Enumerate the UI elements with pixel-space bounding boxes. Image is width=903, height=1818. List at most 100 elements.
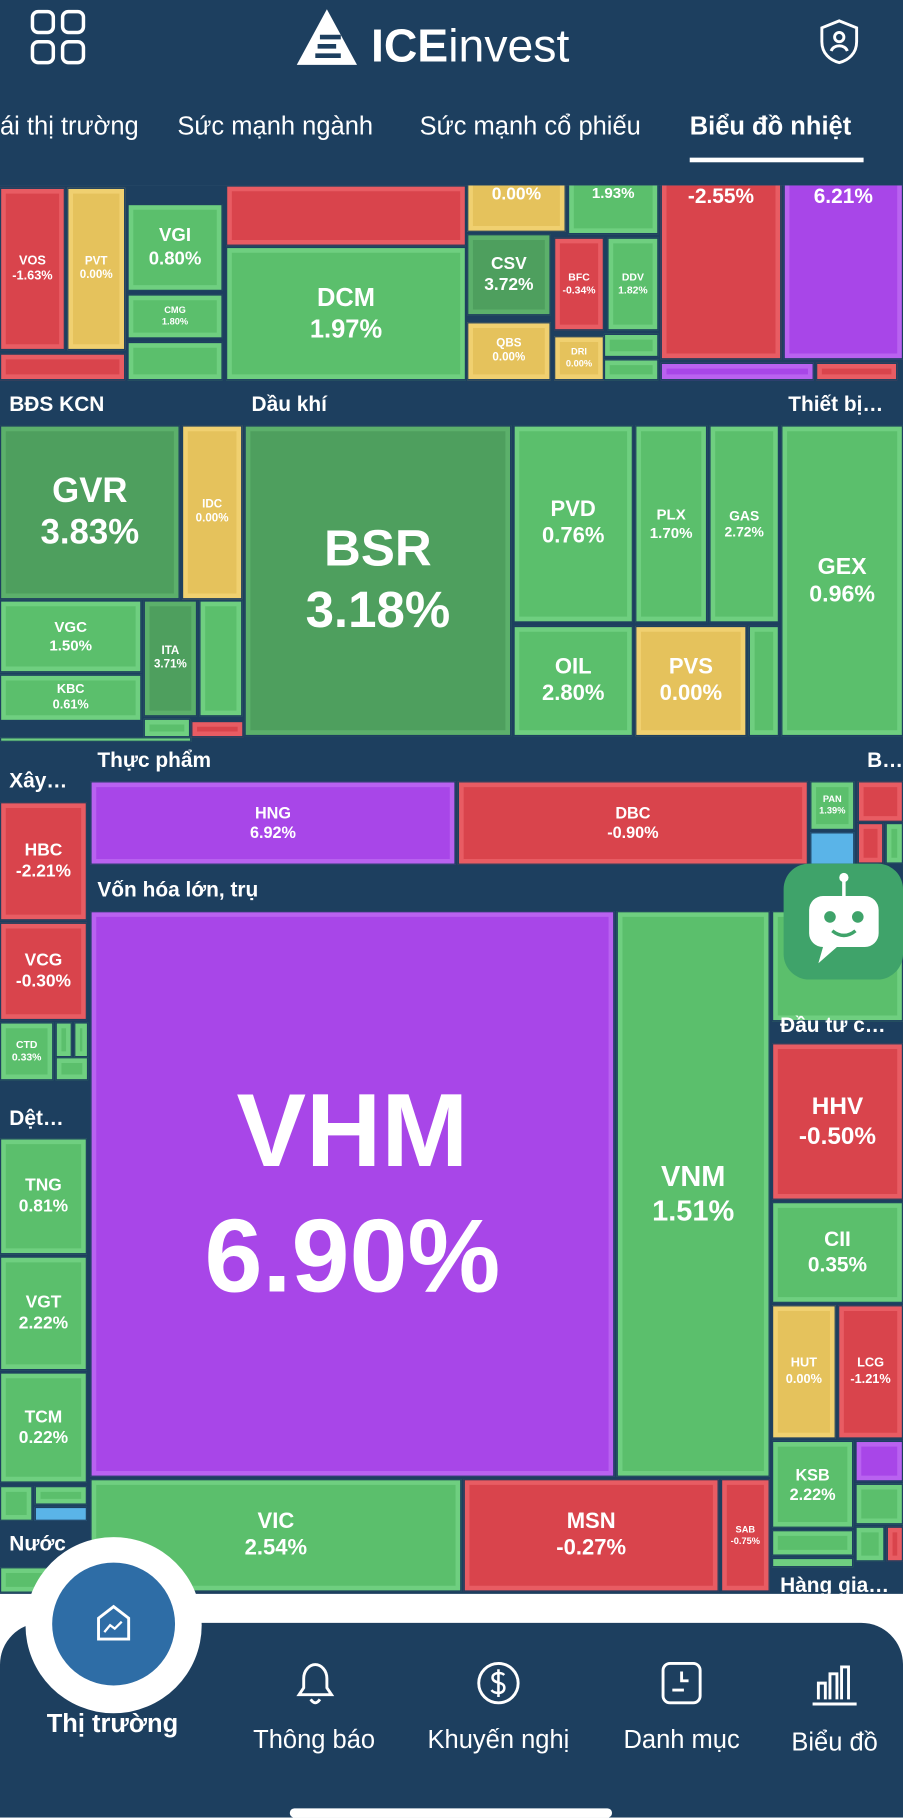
menu-icon[interactable] [30, 9, 86, 65]
tile-ticker: OIL [554, 654, 592, 679]
tile-change: 6.90% [204, 1198, 501, 1315]
tile[interactable]: TCM 0.22% [0, 1372, 87, 1483]
tile[interactable]: VCG -0.30% [0, 922, 87, 1021]
profile-icon[interactable] [818, 19, 860, 65]
tile-ticker: IDC [202, 498, 223, 512]
tab[interactable]: Sức mạnh ngành [177, 111, 374, 141]
tile[interactable]: GAS 2.72% [709, 425, 779, 623]
sector-label: Hàng gia… [780, 1573, 890, 1594]
tile-blank [886, 1526, 903, 1562]
tile-blank [143, 718, 191, 738]
tile[interactable]: BSR 3.18% [244, 425, 512, 737]
tile-change: 0.76% [541, 523, 605, 549]
tile-change: 1.97% [309, 313, 383, 343]
tile[interactable]: PLX 1.70% [635, 425, 708, 623]
tile-partial: -2.55% [660, 185, 782, 360]
tile-change: 0.00% [79, 268, 113, 282]
tile-ticker: PVT [84, 255, 108, 268]
tab[interactable]: ái thị trường [0, 111, 139, 141]
tile[interactable]: HNG 6.92% [90, 781, 456, 865]
tile[interactable]: KSB 2.22% [772, 1440, 854, 1528]
tile-blank [855, 1526, 885, 1562]
logo: ICEinvest [371, 21, 569, 73]
tile[interactable]: HBC -2.21% [0, 802, 87, 921]
tile[interactable]: DBC -0.90% [457, 781, 808, 865]
tile-change: 1.80% [161, 316, 189, 327]
tile-blank [55, 1057, 89, 1081]
tile[interactable]: CSV 3.72% [467, 234, 551, 316]
tile-ticker: VGI [159, 226, 192, 247]
tile[interactable]: CMG 1.80% [127, 294, 223, 339]
tile[interactable]: QBS 0.00% [467, 322, 551, 381]
tile-change: 1.51% [652, 1195, 735, 1228]
chatbot-button[interactable] [783, 863, 903, 980]
tile-blank [127, 341, 223, 381]
tile[interactable]: ITA 3.71% [143, 600, 198, 717]
tile-blank [772, 1530, 854, 1556]
tab-active[interactable]: Biểu đồ nhiệt [689, 111, 852, 141]
logo-bold: ICE [370, 20, 449, 72]
home-button[interactable] [52, 1562, 176, 1686]
tile-change: 2.72% [724, 523, 764, 541]
tile-ticker: HHV [811, 1093, 864, 1121]
tile-partial: 1.93% [567, 185, 659, 235]
tile[interactable]: OIL 2.80% [513, 625, 633, 737]
tile[interactable]: DRI 0.00% [554, 336, 604, 381]
tile[interactable]: VHM 6.90% [90, 911, 615, 1477]
tile-change: 3.18% [305, 581, 451, 639]
tile[interactable]: CII 0.35% [772, 1202, 903, 1303]
robot-icon [809, 872, 879, 964]
tile[interactable]: CTD 0.33% [0, 1022, 54, 1081]
tile[interactable]: VGI 0.80% [127, 204, 223, 291]
nav-label[interactable]: Thông báo [253, 1724, 376, 1754]
tile[interactable]: KBC 0.61% [0, 674, 142, 722]
tab[interactable]: Sức mạnh cổ phiếu [419, 111, 641, 141]
tile[interactable]: HUT 0.00% [772, 1305, 836, 1439]
tile-ticker: VGT [25, 1292, 62, 1313]
tile-change: -0.90% [607, 823, 659, 842]
tile[interactable]: VGC 1.50% [0, 600, 142, 673]
nav-label[interactable]: Danh mục [623, 1724, 740, 1754]
tile[interactable]: VGT 2.22% [0, 1256, 87, 1371]
tile[interactable]: SAB -0.75% [721, 1479, 770, 1592]
tile-change: 0.00% [565, 358, 593, 369]
tile[interactable]: VOS -1.63% [0, 187, 65, 351]
tile-ticker: HUT [790, 1356, 817, 1371]
market-icon [97, 1604, 131, 1641]
tile[interactable]: PAN 1.39% [810, 781, 855, 830]
tile-ticker: MSN [566, 1508, 616, 1534]
tile[interactable]: GEX 0.96% [781, 425, 903, 737]
tile[interactable]: GVR 3.83% [0, 425, 180, 600]
tile[interactable]: DCM 1.97% [226, 246, 466, 381]
tile[interactable]: PVS 0.00% [635, 625, 747, 737]
list-icon [661, 1661, 702, 1705]
tile-ticker: VOS [18, 253, 46, 268]
tile[interactable]: IDC 0.00% [181, 425, 243, 600]
tile[interactable]: PVD 0.76% [513, 425, 633, 623]
tile[interactable]: LCG -1.21% [838, 1305, 903, 1439]
tile-ticker: DCM [316, 282, 376, 312]
tile-change: 0.81% [18, 1196, 69, 1216]
tile-change: 0.33% [11, 1051, 42, 1063]
tile-blank [857, 781, 903, 822]
tile-ticker: VIC [257, 1508, 295, 1534]
tile[interactable]: VNM 1.51% [616, 911, 770, 1477]
tile[interactable]: TNG 0.81% [0, 1138, 87, 1255]
nav-label[interactable]: Thị trường [46, 1708, 179, 1738]
nav-label[interactable]: Biểu đồ [791, 1727, 878, 1757]
tile-change: 1.39% [819, 805, 846, 817]
nav-label[interactable]: Khuyến nghị [427, 1724, 570, 1754]
sector-label: Đầu tư c… [780, 1013, 886, 1037]
heatmap: 0.00% 1.93% -2.55% 6.21% VOS -1.63% PVT 0.00% VG… [0, 185, 903, 1594]
tile[interactable]: PVT 0.00% [67, 187, 126, 351]
tile[interactable]: BFC -0.34% [554, 237, 604, 331]
tile[interactable]: DDV 1.82% [607, 237, 659, 331]
tile-ticker: ITA [161, 644, 180, 658]
tile-change: 2.80% [541, 681, 605, 706]
tile-ticker: PVS [668, 654, 713, 679]
tile-ticker: HBC [24, 840, 63, 861]
tile-change: 0.00% [785, 1371, 822, 1386]
tile[interactable]: MSN -0.27% [463, 1479, 719, 1592]
tile[interactable]: HHV -0.50% [772, 1043, 903, 1200]
